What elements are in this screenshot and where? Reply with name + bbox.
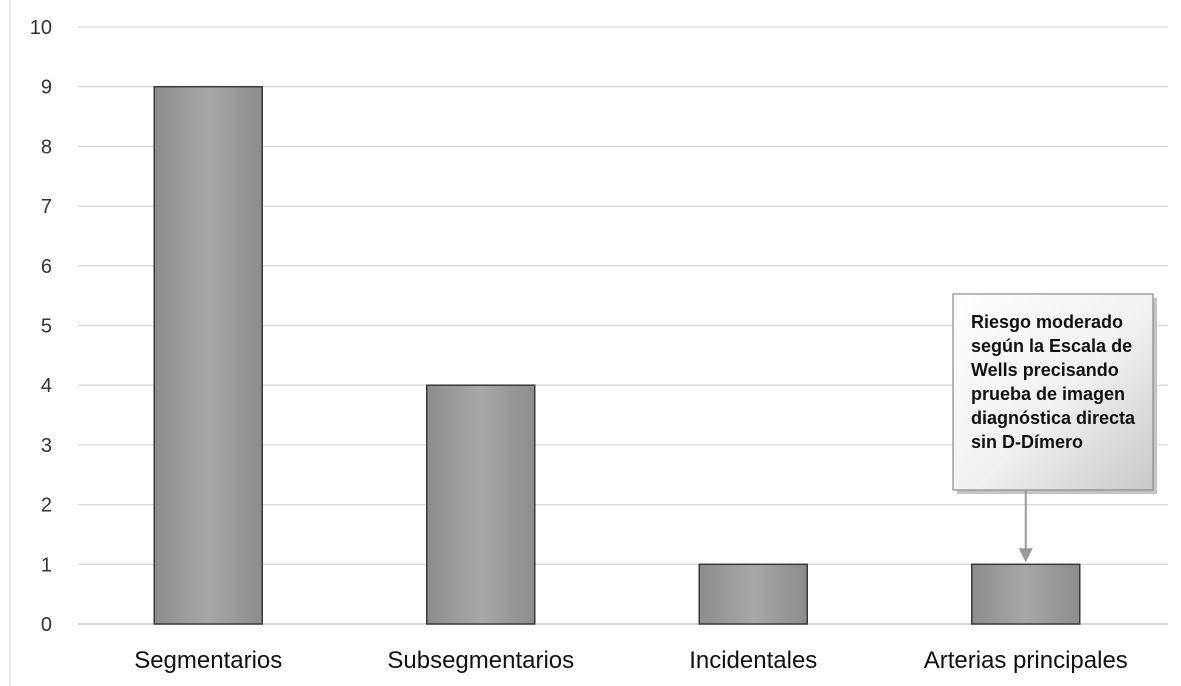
- y-tick-label: 8: [41, 136, 52, 158]
- x-tick-label: Subsegmentarios: [387, 647, 574, 674]
- callout-text-line: prueba de imagen: [971, 384, 1125, 404]
- y-tick-label: 3: [41, 435, 52, 457]
- callout-arrowhead: [1018, 548, 1033, 563]
- y-tick-label: 4: [41, 375, 52, 397]
- x-tick-label: Segmentarios: [134, 647, 282, 674]
- bar-segmentarios: [153, 85, 263, 625]
- bar-arterias-principales: [971, 563, 1081, 625]
- annotation-callout: Riesgo moderado según la Escala de Wells p…: [952, 293, 1157, 563]
- y-tick-label: 7: [41, 196, 52, 218]
- y-tick-label: 10: [30, 17, 52, 39]
- y-tick-label: 6: [41, 256, 52, 278]
- callout-text-line: Riesgo moderado: [971, 312, 1123, 332]
- y-tick-label: 1: [41, 554, 52, 576]
- y-tick-label: 2: [41, 495, 52, 517]
- x-tick-label: Arterias principales: [924, 647, 1128, 674]
- bar-incidentales: [698, 563, 808, 625]
- y-tick-label: 5: [41, 316, 52, 338]
- callout-box: [952, 293, 1154, 491]
- y-tick-label: 9: [41, 77, 52, 99]
- callout-text-line: Wells precisando: [971, 360, 1119, 380]
- bar-subsegmentarios: [426, 384, 536, 625]
- y-tick-label: 0: [41, 614, 52, 636]
- x-tick-labels: Segmentarios Subsegmentarios Incidentales A…: [134, 647, 1128, 674]
- bars: [153, 85, 1081, 625]
- callout-text-line: según la Escala de: [971, 336, 1132, 356]
- y-tick-labels: 0 1 2 3 4 5 6 7 8 9 10: [30, 17, 52, 636]
- x-tick-label: Incidentales: [689, 647, 817, 674]
- callout-text-line: sin D-Dímero: [971, 432, 1083, 452]
- callout-text-line: diagnóstica directa: [971, 408, 1136, 428]
